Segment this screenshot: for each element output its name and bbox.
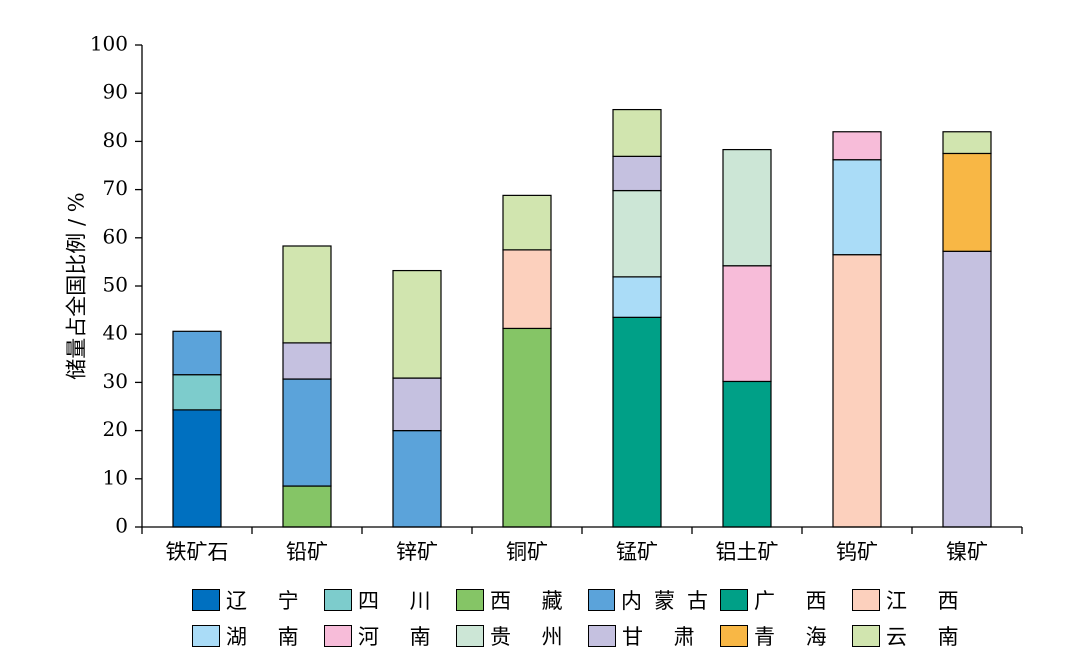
bar-segment: [392, 430, 442, 528]
y-tick-label: 70: [103, 176, 128, 200]
x-tick-label: 铁矿石: [166, 540, 229, 564]
legend-item: 贵 州: [456, 621, 588, 651]
legend-swatch: [192, 625, 220, 647]
bar-segment: [612, 155, 662, 192]
bar-segment: [942, 152, 992, 252]
bar-segment: [172, 374, 222, 411]
y-tick-label: 80: [103, 128, 128, 152]
legend-label: 辽 宁: [226, 589, 311, 613]
bar-segment: [722, 148, 772, 267]
legend-swatch: [720, 589, 748, 611]
bar-segment: [612, 276, 662, 318]
bar-segment: [832, 131, 882, 161]
legend-item: 辽 宁: [192, 585, 324, 615]
legend-label: 甘 肃: [622, 625, 707, 649]
bar-segment: [832, 159, 882, 256]
bar-segment: [612, 316, 662, 528]
legend-label: 西 藏: [490, 589, 575, 613]
legend-item: 湖 南: [192, 621, 324, 651]
bar-segment: [832, 254, 882, 528]
x-tick-label: 铅矿: [286, 540, 328, 564]
legend-swatch: [720, 625, 748, 647]
legend-item: 河 南: [324, 621, 456, 651]
x-tick-label: 镍矿: [946, 540, 988, 564]
legend-label: 青 海: [754, 625, 839, 649]
legend-swatch: [324, 625, 352, 647]
bar-segment: [282, 378, 332, 487]
legend-swatch: [588, 589, 615, 611]
y-tick-label: 50: [103, 273, 128, 297]
bar-segment: [502, 249, 552, 330]
legend-swatch: [192, 589, 220, 611]
legend-label: 内蒙古: [621, 589, 720, 613]
legend-item: 广 西: [720, 585, 852, 615]
legend-item: 内蒙古: [588, 585, 720, 615]
bar-segment: [942, 131, 992, 155]
bar-segment: [502, 327, 552, 528]
legend-label: 广 西: [754, 589, 839, 613]
legend-swatch: [852, 589, 880, 611]
legend-swatch: [324, 589, 352, 611]
x-tick-label: 铝土矿: [716, 540, 779, 564]
y-tick-label: 40: [103, 321, 128, 345]
y-tick-label: 60: [103, 224, 128, 248]
x-tick-label: 锰矿: [616, 540, 658, 564]
bar-segment: [282, 342, 332, 380]
legend-swatch: [456, 625, 484, 647]
legend-swatch: [852, 625, 880, 647]
legend-item: 江 西: [852, 585, 984, 615]
x-tick-label: 钨矿: [836, 540, 878, 564]
x-tick-label: 铜矿: [506, 540, 548, 564]
legend-item: 西 藏: [456, 585, 588, 615]
bar-segment: [612, 189, 662, 278]
bar-segment: [502, 194, 552, 251]
legend-label: 湖 南: [226, 625, 311, 649]
legend-swatch: [456, 589, 484, 611]
bar-segment: [392, 269, 442, 379]
legend-label: 贵 州: [490, 625, 575, 649]
legend-item: 四 川: [324, 585, 456, 615]
legend-row: 辽 宁 四 川 西 藏 内蒙古 广 西 江 西: [192, 582, 992, 618]
x-tick-label: 锌矿: [396, 540, 438, 564]
bar-segment: [612, 108, 662, 157]
y-axis-title: 储量占全国比例 / %: [65, 192, 89, 379]
y-tick-label: 10: [103, 465, 128, 489]
y-tick-label: 90: [103, 80, 128, 104]
y-tick-label: 30: [103, 369, 128, 393]
bar-segment: [172, 330, 222, 376]
bar-segment: [172, 409, 222, 528]
legend-item: 青 海: [720, 621, 852, 651]
legend-label: 云 南: [886, 625, 971, 649]
legend-item: 云 南: [852, 621, 984, 651]
legend-label: 江 西: [886, 589, 971, 613]
bar-segment: [282, 485, 332, 528]
bar-segment: [722, 380, 772, 528]
legend-row: 湖 南河 南贵 州甘 肃青 海云 南: [192, 618, 992, 654]
legend: 辽 宁 四 川 西 藏 内蒙古 广 西 江 西湖 南 河 南 贵 州 甘 肃 青 海 云 南: [192, 582, 992, 654]
y-tick-label: 0: [115, 514, 128, 538]
legend-item: 甘 肃: [588, 621, 720, 651]
bar-segment: [942, 250, 992, 528]
x-axis-ticks: 铁矿石 铅矿 锌矿 铜矿 锰矿 铝土矿 钨矿 镍矿: [141, 527, 1023, 564]
bar-segment: [282, 245, 332, 344]
bar-segment: [392, 377, 442, 432]
plot-area: [172, 108, 992, 528]
y-tick-label: 20: [103, 417, 128, 441]
y-axis-ticks: 0 10 20 30 40 50 60 70 80 90 100: [90, 32, 142, 538]
legend-label: 河 南: [358, 625, 443, 649]
legend-label: 四 川: [358, 589, 443, 613]
legend-swatch: [588, 625, 616, 647]
stacked-bar-chart: 0 10 20 30 40 50 60 70 80 90 100 铁矿石 铅矿 锌矿 铜矿 锰矿 铝土矿 钨矿 镍…: [65, 32, 1023, 564]
y-tick-label: 100: [90, 32, 128, 56]
bar-segment: [722, 265, 772, 383]
